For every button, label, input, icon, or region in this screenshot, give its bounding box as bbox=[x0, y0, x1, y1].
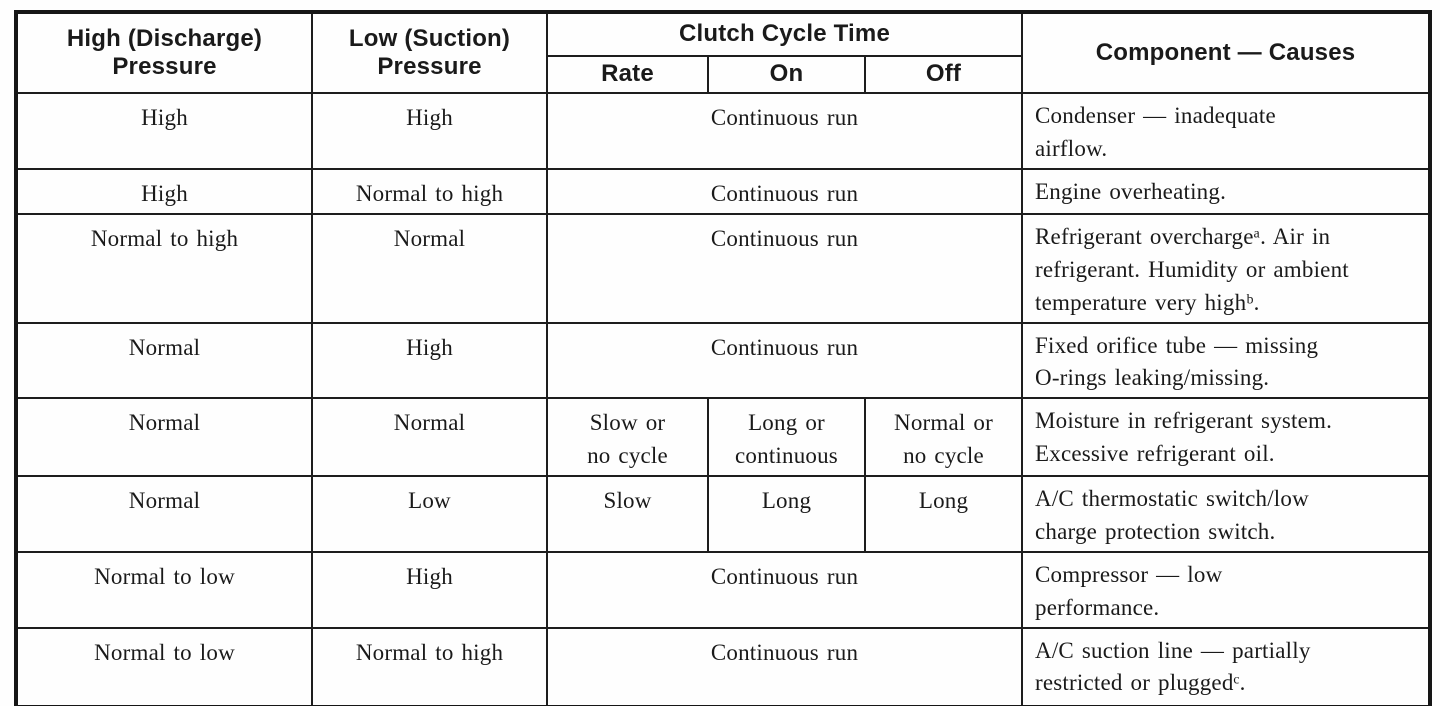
cell-clutch-cycle: Continuous run bbox=[545, 212, 1024, 324]
cell-high-pressure: High bbox=[15, 168, 313, 215]
cell-clutch-cycle: Continuous run bbox=[545, 92, 1024, 170]
cell-clutch-cycle: Continuous run bbox=[545, 626, 1024, 706]
header-clutch-cycle-time: Clutch Cycle Time bbox=[545, 11, 1024, 57]
cell-component-causes: Condenser — inadequate airflow. bbox=[1021, 92, 1432, 170]
cell-low-pressure: Normal bbox=[311, 212, 548, 324]
cell-low-pressure: Low bbox=[311, 475, 548, 553]
cell-cycle-off: Long bbox=[863, 475, 1024, 553]
header-component-causes: Component — Causes bbox=[1021, 11, 1432, 94]
cell-cycle-off: Normal or no cycle bbox=[863, 397, 1024, 477]
header-off: Off bbox=[863, 55, 1024, 94]
header-rate: Rate bbox=[546, 55, 709, 94]
cell-clutch-cycle: Continuous run bbox=[545, 550, 1024, 629]
table-row: Normal High Continuous run Fixed orifice… bbox=[15, 321, 1432, 400]
table-row: High Normal to high Continuous run Engin… bbox=[15, 168, 1432, 215]
cell-cycle-on: Long or continuous bbox=[707, 397, 866, 477]
ac-clutch-diagnosis-table: High (Discharge) Pressure Low (Suction) … bbox=[14, 10, 1433, 706]
cell-component-causes: Moisture in refrigerant system. Excessiv… bbox=[1021, 397, 1432, 477]
cell-cycle-rate: Slow bbox=[546, 475, 709, 553]
cell-high-pressure: Normal to low bbox=[15, 550, 313, 629]
header-low-suction-pressure: Low (Suction) Pressure bbox=[311, 11, 548, 94]
header-high-discharge-pressure: High (Discharge) Pressure bbox=[15, 11, 313, 94]
cell-low-pressure: High bbox=[311, 92, 548, 170]
cell-high-pressure: High bbox=[15, 92, 313, 170]
table-row: Normal Low Slow Long Long A/C thermostat… bbox=[15, 475, 1432, 553]
cell-component-causes: A/C thermostatic switch/low charge prote… bbox=[1021, 475, 1432, 553]
cell-low-pressure: High bbox=[311, 321, 548, 400]
cell-low-pressure: Normal bbox=[311, 397, 548, 477]
table-row: Normal Normal Slow or no cycle Long or c… bbox=[15, 397, 1432, 477]
table-row: Normal to low High Continuous run Compre… bbox=[15, 550, 1432, 629]
cell-cycle-on: Long bbox=[707, 475, 866, 553]
cell-component-causes: A/C suction line — partially restricted … bbox=[1021, 626, 1432, 706]
cell-component-causes: Refrigerant overchargeᵃ. Air in refriger… bbox=[1021, 212, 1432, 324]
cell-clutch-cycle: Continuous run bbox=[545, 168, 1024, 215]
header-row-group: High (Discharge) Pressure Low (Suction) … bbox=[15, 11, 1432, 94]
cell-clutch-cycle: Continuous run bbox=[545, 321, 1024, 400]
cell-high-pressure: Normal to high bbox=[15, 212, 313, 324]
table-row: Normal to high Normal Continuous run Ref… bbox=[15, 212, 1432, 324]
cell-component-causes: Compressor — low performance. bbox=[1021, 550, 1432, 629]
table-row: Normal to low Normal to high Continuous … bbox=[15, 626, 1432, 706]
cell-low-pressure: Normal to high bbox=[311, 168, 548, 215]
cell-component-causes: Fixed orifice tube — missing O-rings lea… bbox=[1021, 321, 1432, 400]
cell-high-pressure: Normal bbox=[15, 397, 313, 477]
cell-component-causes: Engine overheating. bbox=[1021, 168, 1432, 215]
cell-high-pressure: Normal to low bbox=[15, 626, 313, 706]
cell-cycle-rate: Slow or no cycle bbox=[546, 397, 709, 477]
header-on: On bbox=[707, 55, 866, 94]
cell-high-pressure: Normal bbox=[15, 475, 313, 553]
cell-low-pressure: High bbox=[311, 550, 548, 629]
cell-high-pressure: Normal bbox=[15, 321, 313, 400]
cell-low-pressure: Normal to high bbox=[311, 626, 548, 706]
header-row-sub: Rate On Off bbox=[16, 55, 1430, 94]
table-row: High High Continuous run Condenser — ina… bbox=[15, 92, 1432, 170]
